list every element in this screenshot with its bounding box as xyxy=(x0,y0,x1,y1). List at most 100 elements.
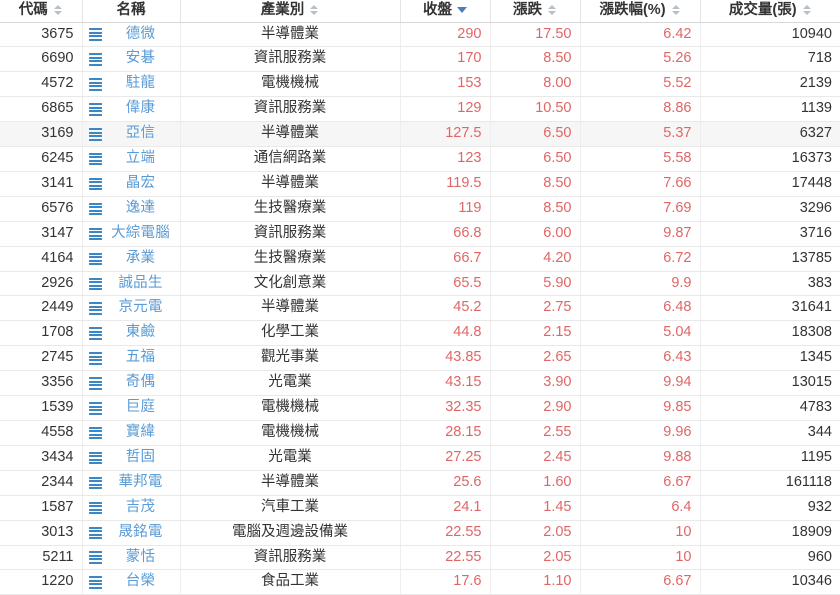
stock-name-link[interactable]: 立端 xyxy=(125,150,156,167)
table-row[interactable]: 3169 亞信 半導體業 127.5 6.50 5.37 6327 xyxy=(0,121,840,148)
stock-name-link[interactable]: 駐龍 xyxy=(125,75,156,92)
column-header-label-vol: 成交量(張) xyxy=(728,2,797,18)
stock-name-link[interactable]: 台榮 xyxy=(125,573,156,590)
table-row[interactable]: 1539 巨庭 電機機械 32.35 2.90 9.85 4783 xyxy=(0,395,840,421)
table-row[interactable]: 4572 駐龍 電機機械 153 8.00 5.52 2139 xyxy=(0,71,840,98)
list-icon[interactable] xyxy=(88,501,102,515)
list-icon[interactable] xyxy=(88,202,102,216)
cell-change: 8.50 xyxy=(490,196,581,222)
table-row[interactable]: 3675 德微 半導體業 290 17.50 6.42 10940 xyxy=(0,22,840,48)
stock-name-link[interactable]: 德微 xyxy=(125,25,156,42)
stock-name-link[interactable]: 京元電 xyxy=(118,299,163,316)
table-row[interactable]: 2745 五福 觀光事業 43.85 2.65 6.43 1345 xyxy=(0,345,840,372)
column-header-pct[interactable]: 漲跌幅(%) xyxy=(580,0,701,23)
cell-change-percent: 8.86 xyxy=(580,96,701,123)
cell-stock-name: 偉康 xyxy=(82,96,181,123)
table-row[interactable]: 2449 京元電 半導體業 45.2 2.75 6.48 31641 xyxy=(0,295,840,322)
table-row[interactable]: 3356 奇偶 光電業 43.15 3.90 9.94 13015 xyxy=(0,370,840,397)
sort-neutral-icon[interactable] xyxy=(53,3,63,17)
cell-volume: 344 xyxy=(700,420,840,446)
list-icon[interactable] xyxy=(88,576,102,589)
list-icon[interactable] xyxy=(88,78,102,91)
column-header-label-ind: 產業別 xyxy=(260,2,305,18)
cell-volume: 18909 xyxy=(700,520,840,546)
table-row[interactable]: 5211 蒙恬 資訊服務業 22.55 2.05 10 960 xyxy=(0,545,840,571)
list-icon[interactable] xyxy=(88,377,102,390)
list-icon[interactable] xyxy=(88,352,102,365)
cell-industry: 電腦及週邊設備業 xyxy=(180,520,401,546)
list-icon[interactable] xyxy=(88,53,102,66)
table-row[interactable]: 1708 東鹼 化學工業 44.8 2.15 5.04 18308 xyxy=(0,320,840,347)
list-icon[interactable] xyxy=(88,451,102,465)
stock-name-link[interactable]: 五福 xyxy=(125,349,156,366)
list-icon[interactable] xyxy=(88,28,102,41)
list-icon[interactable] xyxy=(88,252,102,266)
stock-name-link[interactable]: 安碁 xyxy=(125,50,156,67)
table-row[interactable]: 6865 偉康 資訊服務業 129 10.50 8.86 1139 xyxy=(0,96,840,123)
stock-name-link[interactable]: 逸達 xyxy=(125,199,156,216)
table-row[interactable]: 3434 哲固 光電業 27.25 2.45 9.88 1195 xyxy=(0,445,840,471)
stock-name-link[interactable]: 蒙恬 xyxy=(125,548,156,565)
column-header-code[interactable]: 代碼 xyxy=(0,0,83,23)
cell-change-percent: 9.96 xyxy=(580,420,701,446)
cell-change: 2.75 xyxy=(490,295,581,322)
list-icon[interactable] xyxy=(88,551,102,564)
sort-neutral-icon[interactable] xyxy=(309,3,319,17)
table-row[interactable]: 2344 華邦電 半導體業 25.6 1.60 6.67 161118 xyxy=(0,470,840,496)
stock-name-link[interactable]: 哲固 xyxy=(125,448,156,465)
cell-change-percent: 6.4 xyxy=(580,495,701,521)
table-row[interactable]: 6690 安碁 資訊服務業 170 8.50 5.26 718 xyxy=(0,46,840,73)
table-row[interactable]: 1220 台榮 食品工業 17.6 1.10 6.67 10346 xyxy=(0,569,840,595)
cell-stock-name: 立端 xyxy=(82,146,181,172)
table-row[interactable]: 3141 晶宏 半導體業 119.5 8.50 7.66 17448 xyxy=(0,171,840,197)
list-icon[interactable] xyxy=(88,476,102,490)
table-row[interactable]: 4164 承業 生技醫療業 66.7 4.20 6.72 13785 xyxy=(0,246,840,272)
stock-name-link[interactable]: 晶宏 xyxy=(125,174,156,191)
list-icon[interactable] xyxy=(88,327,102,340)
list-icon[interactable] xyxy=(88,152,102,166)
stock-name-link[interactable]: 寶緯 xyxy=(125,424,156,440)
cell-volume: 718 xyxy=(700,46,840,73)
stock-name-link[interactable]: 亞信 xyxy=(125,125,156,142)
table-row[interactable]: 1587 吉茂 汽車工業 24.1 1.45 6.4 932 xyxy=(0,495,840,521)
list-icon[interactable] xyxy=(88,526,102,540)
column-header-ind[interactable]: 產業別 xyxy=(180,0,401,23)
list-icon[interactable] xyxy=(88,402,102,415)
list-icon[interactable] xyxy=(88,426,102,440)
stock-name-link[interactable]: 華邦電 xyxy=(118,473,163,490)
column-header-chg[interactable]: 漲跌 xyxy=(490,0,581,23)
sort-neutral-icon[interactable] xyxy=(802,3,812,17)
stock-name-link[interactable]: 誠品生 xyxy=(118,274,163,291)
stock-name-link[interactable]: 承業 xyxy=(125,249,156,266)
list-icon[interactable] xyxy=(88,277,102,291)
table-row[interactable]: 4558 寶緯 電機機械 28.15 2.55 9.96 344 xyxy=(0,420,840,446)
stock-name-link[interactable]: 大綜電腦 xyxy=(111,224,170,241)
list-icon[interactable] xyxy=(88,177,102,191)
list-icon[interactable] xyxy=(88,103,102,116)
list-icon[interactable] xyxy=(88,128,102,141)
column-header-vol[interactable]: 成交量(張) xyxy=(700,0,840,23)
sort-neutral-icon[interactable] xyxy=(671,3,681,17)
stock-name-link[interactable]: 東鹼 xyxy=(125,324,156,341)
stock-name-link[interactable]: 吉茂 xyxy=(125,498,156,515)
column-header-name[interactable]: 名稱 xyxy=(82,0,181,23)
table-row[interactable]: 2926 誠品生 文化創意業 65.5 5.90 9.9 383 xyxy=(0,271,840,297)
cell-stock-name: 寶緯 xyxy=(82,420,181,446)
stock-name-link[interactable]: 奇偶 xyxy=(125,374,156,391)
table-row[interactable]: 6576 逸達 生技醫療業 119 8.50 7.69 3296 xyxy=(0,196,840,222)
sort-descending-icon[interactable] xyxy=(457,3,467,17)
table-row[interactable]: 3013 晟銘電 電腦及週邊設備業 22.55 2.05 10 18909 xyxy=(0,520,840,546)
cell-change: 17.50 xyxy=(490,22,581,48)
table-row[interactable]: 3147 大綜電腦 資訊服務業 66.8 6.00 9.87 3716 xyxy=(0,221,840,247)
cell-stock-name: 東鹼 xyxy=(82,320,181,347)
stock-name-link[interactable]: 偉康 xyxy=(125,100,156,117)
table-row[interactable]: 6245 立端 通信網路業 123 6.50 5.58 16373 xyxy=(0,146,840,172)
sort-neutral-icon[interactable] xyxy=(547,3,557,17)
cell-change-percent: 5.58 xyxy=(580,146,701,172)
stock-name-link[interactable]: 晟銘電 xyxy=(118,523,163,540)
list-icon[interactable] xyxy=(88,302,102,315)
column-header-close[interactable]: 收盤 xyxy=(400,0,491,23)
list-icon[interactable] xyxy=(88,227,102,241)
stock-name-link[interactable]: 巨庭 xyxy=(125,399,156,416)
cell-close-price: 24.1 xyxy=(400,495,491,521)
